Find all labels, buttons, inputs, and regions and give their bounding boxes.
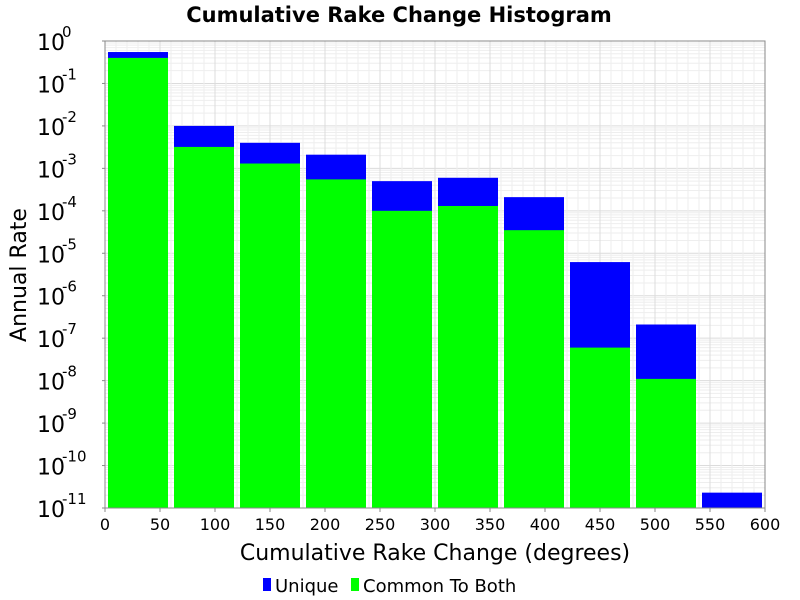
y-tick-base: 10 [37, 158, 65, 183]
bar-common-480 [636, 378, 696, 508]
x-tick-label: 400 [530, 515, 561, 534]
bar-common-0 [108, 57, 168, 509]
y-tick-exponent: -5 [62, 235, 77, 253]
y-tick-label: 10-11 [37, 490, 105, 523]
y-tick-exponent: -7 [62, 320, 77, 338]
y-tick-exponent: -2 [62, 108, 77, 126]
x-tick-label: 50 [150, 515, 170, 534]
legend-label-common: Common To Both [363, 576, 516, 597]
x-tick-label: 250 [365, 515, 396, 534]
bar-unique-540 [702, 492, 762, 508]
legend: Unique Common To Both [263, 576, 516, 597]
x-tick-label: 450 [585, 515, 616, 534]
x-tick-label: 150 [255, 515, 286, 534]
y-tick-label: 100 [37, 23, 105, 56]
x-tick-label: 350 [475, 515, 506, 534]
legend-swatch-unique [263, 578, 271, 591]
y-tick-exponent: -4 [62, 193, 77, 211]
y-tick-exponent: -8 [62, 363, 77, 381]
x-axis-label: Cumulative Rake Change (degrees) [240, 541, 630, 566]
x-tick-label: 500 [640, 515, 671, 534]
chart-title: Cumulative Rake Change Histogram [186, 3, 612, 27]
y-tick-base: 10 [37, 116, 65, 141]
y-axis-ticks: 10010-110-210-310-410-510-610-710-810-91… [37, 23, 105, 523]
y-tick-label: 10-7 [37, 320, 105, 353]
bar-common-60 [174, 146, 234, 508]
y-tick-label: 10-3 [37, 150, 105, 183]
bar-common-360 [504, 230, 564, 508]
y-tick-label: 10-2 [37, 108, 105, 141]
y-tick-base: 10 [37, 73, 65, 98]
legend-label-unique: Unique [275, 576, 339, 597]
bars [108, 52, 762, 509]
x-axis-ticks: 0 50 100 150 200 250 300 350 400 450 500 550 600 [100, 508, 780, 534]
x-tick-label: 550 [695, 515, 726, 534]
y-tick-exponent: -10 [62, 448, 87, 466]
y-tick-base: 10 [37, 201, 65, 226]
y-tick-label: 10-9 [37, 405, 105, 438]
y-tick-exponent: -9 [62, 405, 77, 423]
x-tick-label: 200 [310, 515, 341, 534]
y-tick-base: 10 [37, 456, 65, 481]
y-tick-exponent: -3 [62, 150, 77, 168]
legend-swatch-common [351, 578, 359, 591]
y-tick-label: 10-10 [37, 448, 105, 481]
y-tick-exponent: -6 [62, 278, 77, 296]
y-tick-exponent: 0 [62, 23, 72, 41]
y-tick-base: 10 [37, 328, 65, 353]
y-tick-base: 10 [37, 286, 65, 311]
x-tick-label: 600 [750, 515, 781, 534]
y-tick-exponent: -1 [62, 65, 77, 83]
y-tick-base: 10 [37, 498, 65, 523]
y-tick-base: 10 [37, 31, 65, 56]
y-tick-label: 10-8 [37, 363, 105, 396]
bar-common-300 [438, 205, 498, 508]
bar-common-240 [372, 210, 432, 508]
x-tick-label: 100 [200, 515, 231, 534]
y-tick-label: 10-6 [37, 278, 105, 311]
y-tick-exponent: -11 [62, 490, 87, 508]
bar-common-180 [306, 179, 366, 508]
y-tick-label: 10-5 [37, 235, 105, 268]
y-tick-base: 10 [37, 413, 65, 438]
x-tick-label: 300 [420, 515, 451, 534]
bar-common-420 [570, 347, 630, 508]
bar-common-120 [240, 163, 300, 508]
y-tick-base: 10 [37, 243, 65, 268]
x-tick-label: 0 [100, 515, 110, 534]
y-tick-base: 10 [37, 371, 65, 396]
y-tick-label: 10-1 [37, 65, 105, 98]
y-axis-label: Annual Rate [7, 208, 32, 342]
y-tick-label: 10-4 [37, 193, 105, 226]
